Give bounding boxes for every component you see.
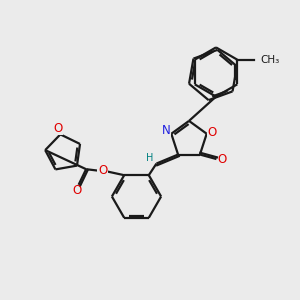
Text: H: H: [146, 153, 154, 163]
Text: N: N: [161, 124, 170, 137]
Text: O: O: [208, 126, 217, 139]
Text: O: O: [98, 164, 107, 177]
Text: O: O: [73, 184, 82, 197]
Text: O: O: [53, 122, 63, 135]
Text: O: O: [217, 152, 226, 166]
Text: CH₃: CH₃: [260, 55, 280, 65]
